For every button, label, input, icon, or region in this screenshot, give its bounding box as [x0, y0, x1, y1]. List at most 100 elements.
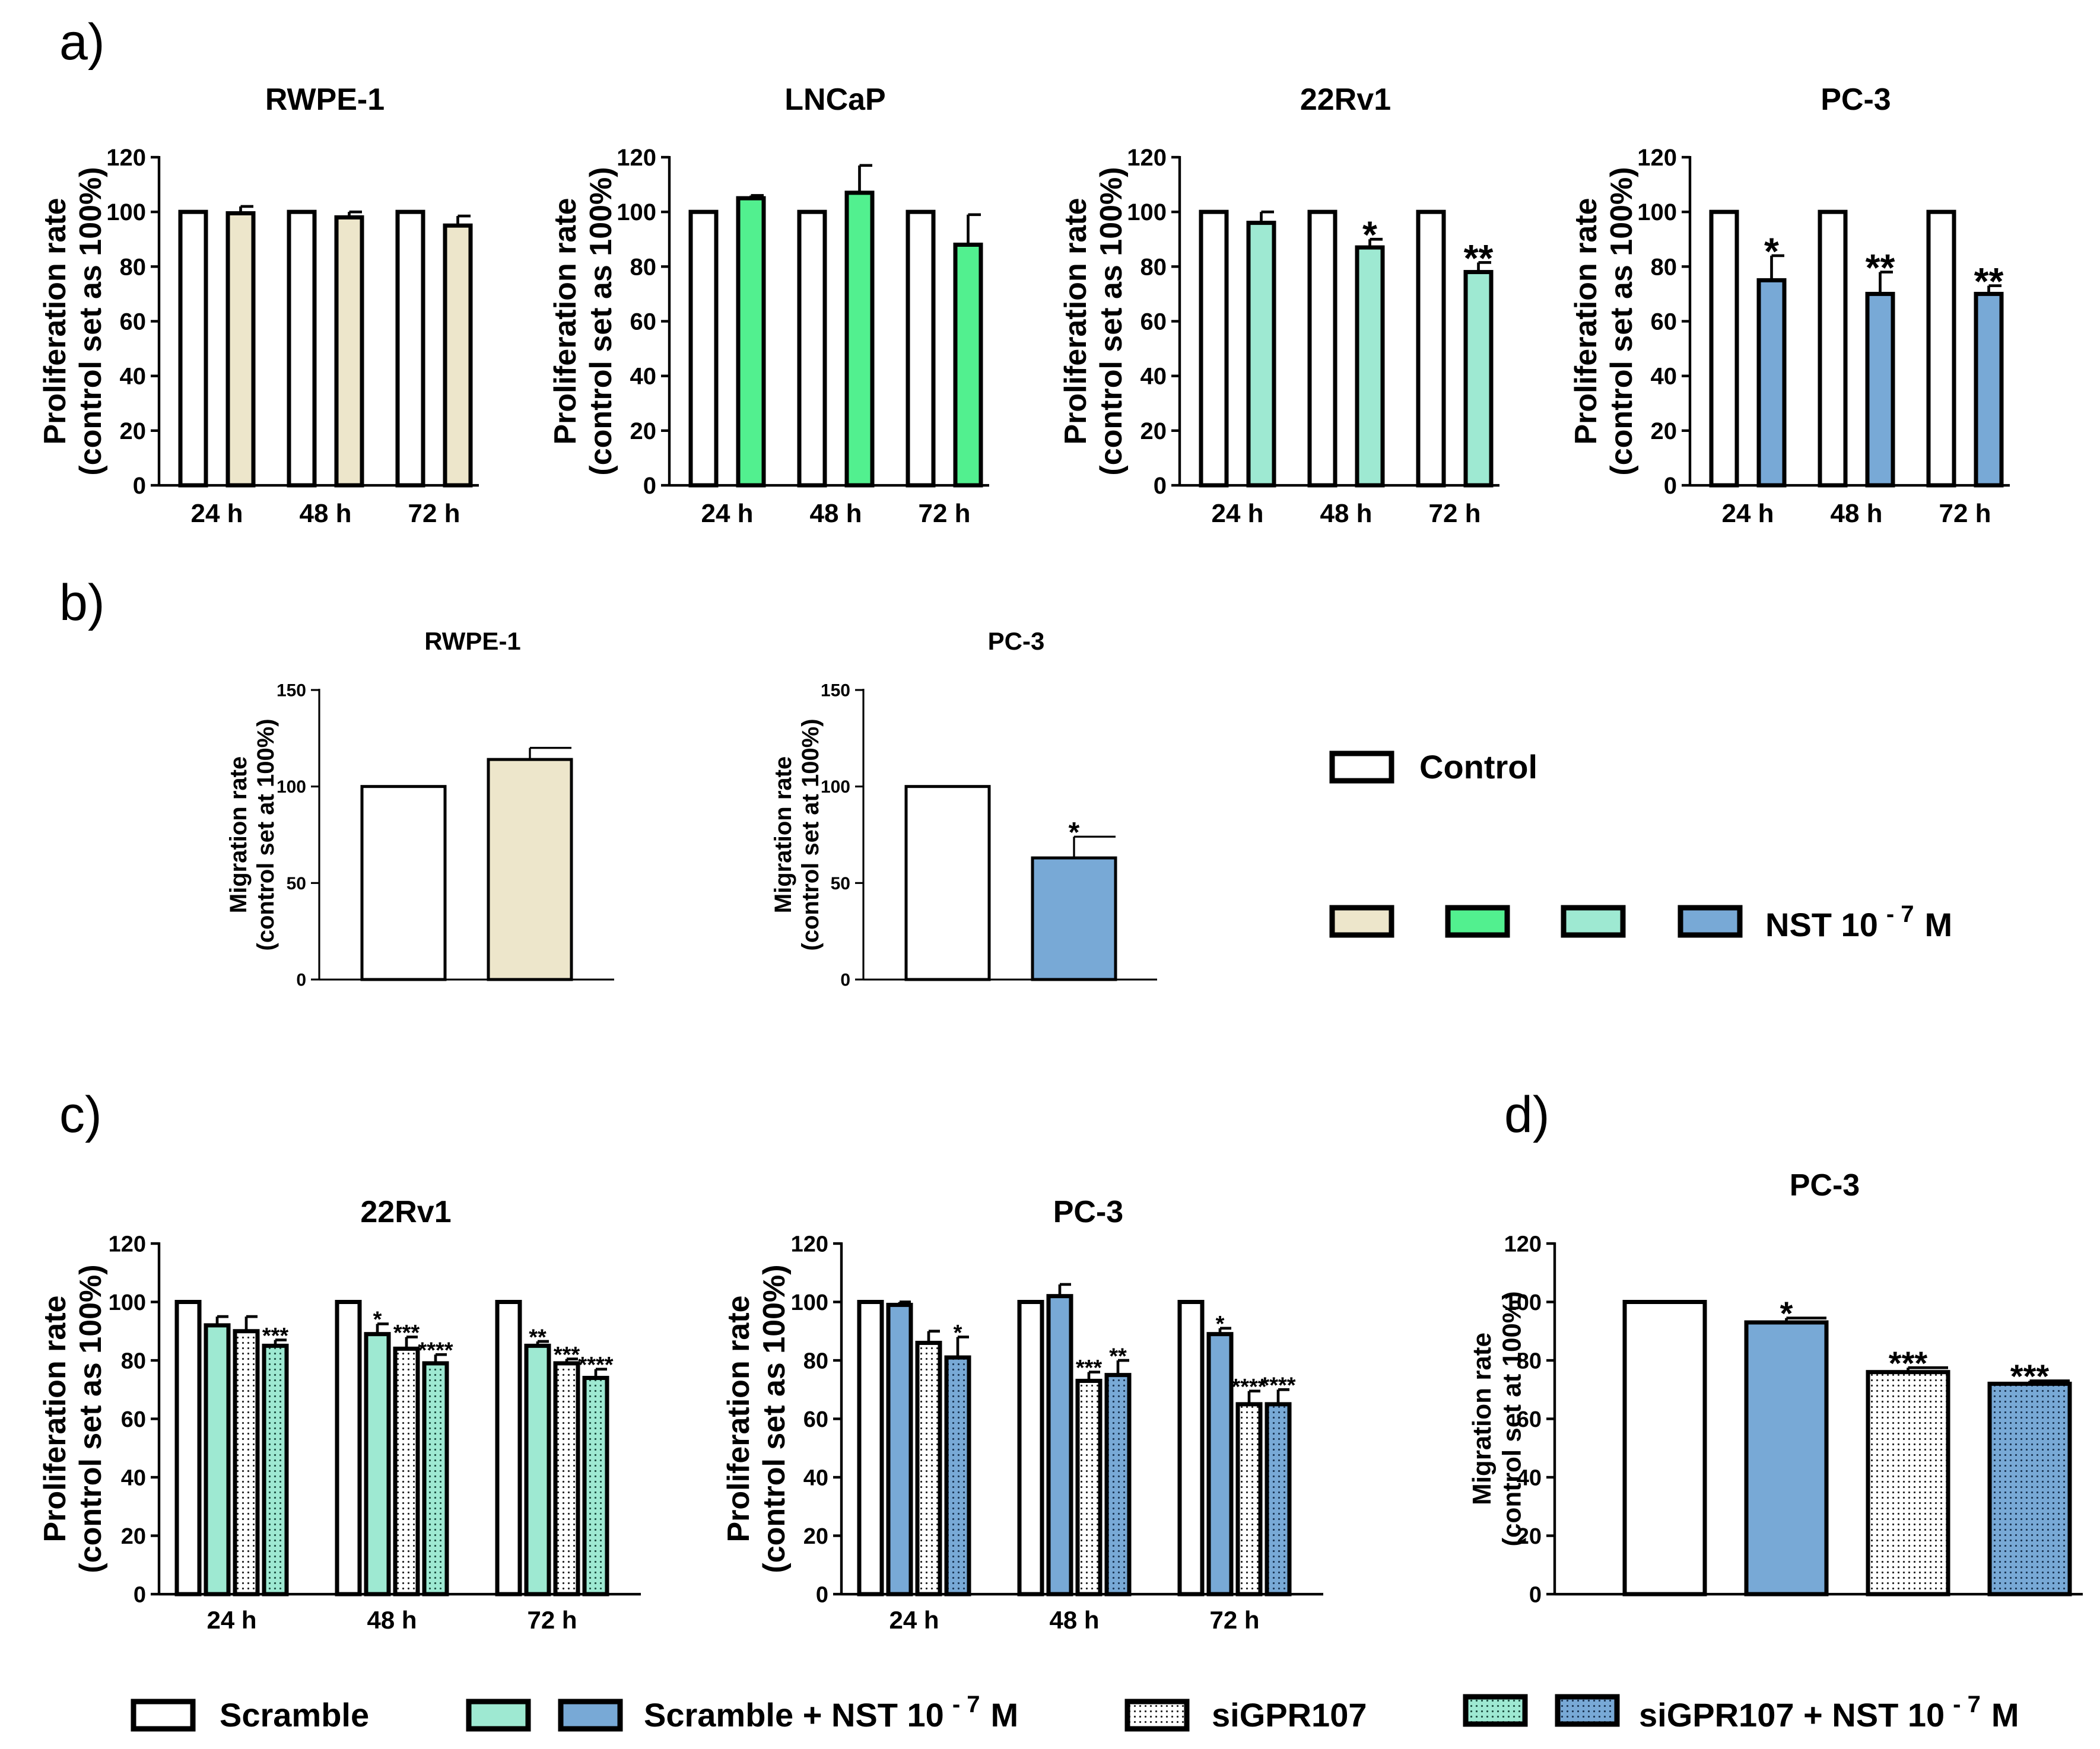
significance-label: ***	[554, 1343, 580, 1368]
x-tick-label: 24 h	[206, 1606, 256, 1634]
y-tick-label: 0	[643, 473, 656, 499]
y-tick-label: 80	[120, 254, 147, 280]
bar	[1046, 1294, 1073, 1597]
y-tick-label: 20	[630, 418, 657, 444]
bar	[364, 1332, 391, 1597]
x-tick-label: 24 h	[190, 499, 243, 528]
bar	[1756, 278, 1787, 488]
x-tick-label: 48 h	[809, 499, 862, 528]
x-tick-label: 72 h	[408, 499, 460, 528]
y-tick-label: 20	[120, 418, 147, 444]
bar	[1622, 1300, 1707, 1597]
y-tick-label: 60	[1517, 1407, 1542, 1432]
x-tick-label: 72 h	[527, 1606, 577, 1634]
legend-nst-unit: M	[1925, 906, 1953, 943]
x-tick-label: 48 h	[367, 1606, 417, 1634]
y-tick-label: 80	[1140, 254, 1167, 280]
y-axis-title-line: (control set as 100%)	[1605, 167, 1639, 475]
chart-title: RWPE-1	[265, 82, 385, 117]
chart-a3: 22Rv1 Proliferation rate(control set as 1…	[1059, 82, 1499, 528]
significance-label: ****	[1231, 1375, 1266, 1400]
y-tick-label: 120	[617, 145, 656, 171]
bar	[1355, 245, 1385, 488]
x-tick-label: 24 h	[889, 1606, 939, 1634]
y-tick-label: 60	[1140, 309, 1167, 335]
legend-label-sigpr107: siGPR107	[1212, 1696, 1367, 1734]
significance-label: *	[1764, 230, 1779, 272]
y-tick-label: 0	[816, 1582, 828, 1607]
y-tick-label: 120	[109, 1232, 146, 1257]
y-tick-label: 60	[121, 1407, 146, 1432]
y-axis-title-line: (control set at 100%)	[1498, 1291, 1527, 1546]
legend-swatch-scramble-nst-22rv1	[466, 1699, 531, 1732]
significance-label: **	[1464, 237, 1494, 279]
significance-label: **	[1866, 246, 1895, 289]
y-tick-label: 20	[1140, 418, 1167, 444]
y-axis-title-line: Migration rate	[1467, 1333, 1497, 1505]
y-axis-title-line: (control set as 100%)	[757, 1264, 792, 1573]
y-axis-title: Proliferation rate(control set as 100%)	[722, 1264, 792, 1573]
y-tick-label: 50	[287, 874, 306, 893]
bar	[262, 1343, 289, 1597]
y-axis-title-line: (control set as 100%)	[74, 167, 108, 475]
significance-label: ***	[1889, 1344, 1928, 1382]
bar	[1709, 209, 1739, 488]
legend-swatch-sigpr107	[1124, 1699, 1190, 1732]
legend-bottom: Scramble Scramble + NST 10 - 7 M siGPR107 …	[131, 1691, 2019, 1734]
bar	[844, 190, 875, 488]
significance-label: ***	[1076, 1356, 1103, 1381]
bar	[1974, 291, 2004, 488]
chart-c2: PC-3 Proliferation rate(control set as 10…	[722, 1195, 1323, 1634]
bar	[953, 242, 983, 488]
panel-label-b: b)	[59, 574, 104, 631]
y-axis-title: Proliferation rate(control set as 100%)	[1569, 167, 1639, 475]
legend-scramble-nst-text: Scramble + NST 10	[644, 1696, 944, 1734]
legend-swatch-scramble	[131, 1699, 196, 1732]
legend-swatch-sigpr107-nst-pc3	[1555, 1694, 1620, 1727]
x-tick-label: 72 h	[1428, 499, 1481, 528]
y-tick-label: 100	[277, 777, 306, 797]
bar	[1307, 209, 1337, 488]
legend-nst-text: NST 10	[1765, 906, 1878, 943]
legend-sigpr-nst-text: siGPR107 + NST 10	[1639, 1696, 1945, 1734]
bar	[225, 211, 256, 488]
y-axis-title-line: (control set as 100%)	[584, 167, 618, 475]
y-axis-title-line: Proliferation rate	[1059, 198, 1093, 444]
significance-label: **	[1974, 260, 2004, 303]
significance-label: ****	[578, 1353, 613, 1378]
chart-title: RWPE-1	[424, 627, 521, 655]
bar	[1206, 1332, 1234, 1597]
bar	[1818, 209, 1848, 488]
significance-label: ***	[393, 1321, 420, 1346]
y-tick-label: 60	[630, 309, 657, 335]
significance-label: *	[1362, 214, 1377, 256]
y-tick-label: 100	[617, 199, 656, 225]
bar	[487, 758, 573, 981]
y-tick-label: 40	[1140, 364, 1167, 390]
y-tick-label: 80	[803, 1349, 828, 1373]
chart-b2: PC-3 Migration rate(control set at 100%) 0…	[770, 627, 1157, 990]
bar	[178, 209, 208, 488]
bar	[886, 1302, 913, 1597]
legend-label-scramble: Scramble	[220, 1696, 369, 1734]
bar	[1199, 209, 1229, 488]
y-tick-label: 100	[106, 199, 146, 225]
bar	[335, 1300, 362, 1597]
y-tick-label: 100	[821, 777, 850, 797]
bar	[1235, 1402, 1263, 1597]
y-axis-title-line: Proliferation rate	[38, 198, 72, 444]
legend-swatch-rwpe	[1329, 905, 1394, 938]
legend-b: Control NST 10 - 7 M	[1329, 748, 1953, 943]
bar	[393, 1346, 420, 1597]
significance-label: *	[373, 1308, 382, 1333]
chart-title: 22Rv1	[360, 1195, 451, 1229]
significance-label: *	[954, 1321, 962, 1346]
significance-label: ****	[1260, 1373, 1295, 1398]
y-tick-label: 20	[803, 1524, 828, 1549]
y-tick-label: 100	[109, 1290, 146, 1315]
bar	[233, 1329, 260, 1597]
y-tick-label: 20	[1517, 1524, 1542, 1549]
bar	[1104, 1373, 1132, 1597]
bar	[1926, 209, 1956, 488]
chart-a2: LNCaP Proliferation rate(control set as 1…	[548, 82, 989, 528]
